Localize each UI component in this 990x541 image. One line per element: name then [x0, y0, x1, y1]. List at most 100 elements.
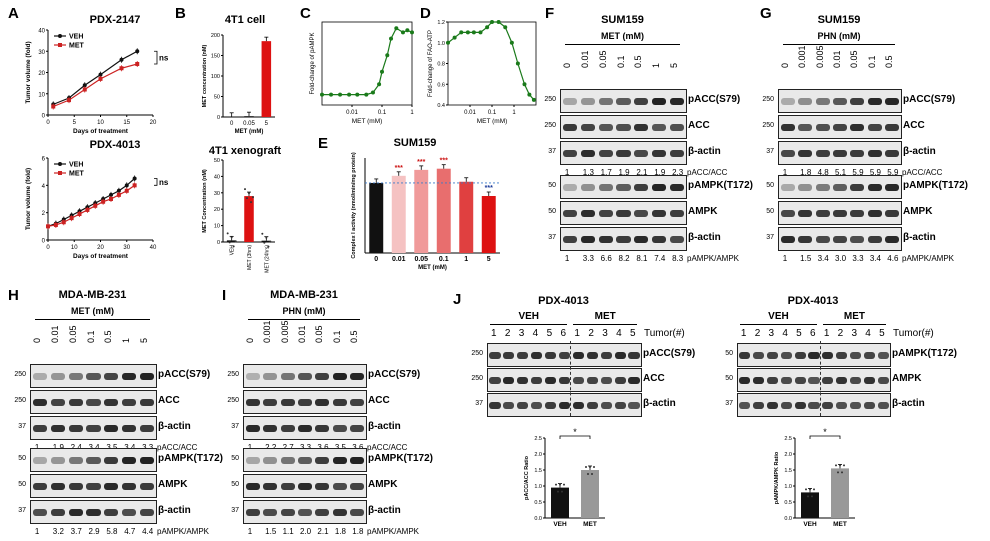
mw-marker: 250 — [544, 122, 556, 129]
band — [122, 508, 137, 516]
band — [517, 401, 529, 409]
data-point-met — [132, 183, 137, 188]
data-point-veh — [109, 192, 113, 197]
band — [767, 401, 779, 409]
quant-value: 2.3 — [672, 168, 684, 177]
tumor-id: 3 — [518, 328, 525, 339]
band — [833, 97, 847, 105]
quant-value: 1 — [34, 527, 40, 536]
tumor-id: 2 — [588, 328, 594, 339]
row-label: β-actin — [892, 398, 925, 409]
x-tick-label: MET (3hrs) — [247, 245, 253, 270]
data-dot — [244, 188, 246, 191]
tumor-id: 3 — [851, 328, 858, 339]
band — [628, 376, 640, 384]
group-underline — [573, 324, 637, 325]
data-dot — [555, 483, 557, 486]
band — [350, 398, 365, 406]
band — [652, 235, 667, 243]
group-underline — [740, 324, 817, 325]
quant-value: 8.3 — [672, 254, 684, 263]
band — [139, 424, 155, 432]
blot-strip-paccs79 — [30, 364, 157, 388]
row-label: AMPK — [892, 373, 922, 384]
band — [315, 424, 330, 432]
data-dot — [269, 240, 272, 243]
band — [808, 351, 820, 359]
band — [104, 456, 119, 464]
band — [808, 401, 820, 409]
band — [580, 123, 595, 131]
mw-marker: 37 — [18, 423, 26, 430]
band — [836, 351, 848, 359]
band — [815, 209, 830, 217]
dose-label: 0.001 — [797, 45, 808, 68]
mw-marker: 250 — [471, 350, 483, 357]
dose-label: 0.01 — [49, 325, 60, 343]
y-tick-label: 1.5 — [784, 468, 792, 474]
x-tick-label: VEH — [803, 521, 817, 528]
mw-marker: 37 — [475, 400, 483, 407]
band — [280, 372, 295, 380]
x-tick-label: 20 — [97, 245, 104, 251]
row-label: pAMPK(T172) — [903, 180, 969, 191]
mw-marker: 37 — [766, 234, 774, 241]
dose-label: 0.001 — [262, 320, 273, 343]
blot-strip-actin — [243, 500, 367, 524]
quant-value: 4.4 — [142, 527, 154, 536]
x-tick-label: 0.1 — [439, 256, 449, 263]
band — [50, 424, 65, 432]
blot-strip-actin — [778, 227, 902, 251]
band — [669, 183, 685, 191]
data-point — [515, 61, 520, 66]
band — [794, 351, 806, 359]
band — [350, 508, 365, 516]
data-dot — [265, 236, 268, 239]
quant-value: 1.8 — [352, 527, 364, 536]
data-point — [531, 97, 536, 102]
band — [562, 123, 578, 131]
data-point-veh — [98, 72, 103, 77]
band — [885, 235, 900, 243]
band — [867, 235, 882, 243]
group-label-met: MET — [843, 311, 865, 322]
band — [245, 398, 260, 406]
row-label: β-actin — [368, 505, 401, 516]
data-dot — [246, 197, 248, 200]
band — [139, 508, 155, 516]
data-dot — [839, 464, 841, 467]
bar-1 — [831, 468, 849, 518]
blot-title: PDX-4013 — [787, 295, 839, 307]
data-point-veh — [124, 183, 129, 188]
band — [849, 351, 861, 359]
data-dot — [835, 464, 837, 467]
band — [598, 97, 613, 105]
data-point — [370, 90, 375, 95]
quant-value: 1 — [782, 168, 788, 177]
tumor-id: 2 — [837, 328, 844, 339]
quant-value: 3.5 — [106, 443, 117, 452]
panel-label-e: E — [318, 135, 329, 152]
dose-label: 0.5 — [884, 55, 895, 68]
blot-title: SUM159 — [601, 14, 644, 26]
quant-value: 1.9 — [53, 443, 64, 452]
tumor-id: 1 — [823, 328, 830, 339]
data-dot — [232, 245, 235, 248]
dose-label: 0.005 — [279, 320, 290, 343]
row-label: pAMPK(T172) — [368, 453, 434, 464]
bar-4 — [459, 181, 474, 253]
bar-3 — [436, 168, 451, 253]
band — [634, 209, 649, 217]
y-axis-label: Fold-change of FAO-ATP — [428, 30, 434, 97]
panel-label-g: G — [760, 5, 772, 22]
y-tick-label: 1.2 — [437, 20, 445, 26]
band — [503, 401, 515, 409]
band — [86, 398, 101, 406]
mw-marker: 250 — [227, 371, 239, 378]
quant-value: 1.9 — [618, 168, 630, 177]
data-dot — [267, 245, 270, 248]
bar-0 — [801, 492, 819, 518]
band — [634, 97, 649, 105]
band — [815, 235, 830, 243]
y-tick-label: 6 — [42, 157, 46, 163]
